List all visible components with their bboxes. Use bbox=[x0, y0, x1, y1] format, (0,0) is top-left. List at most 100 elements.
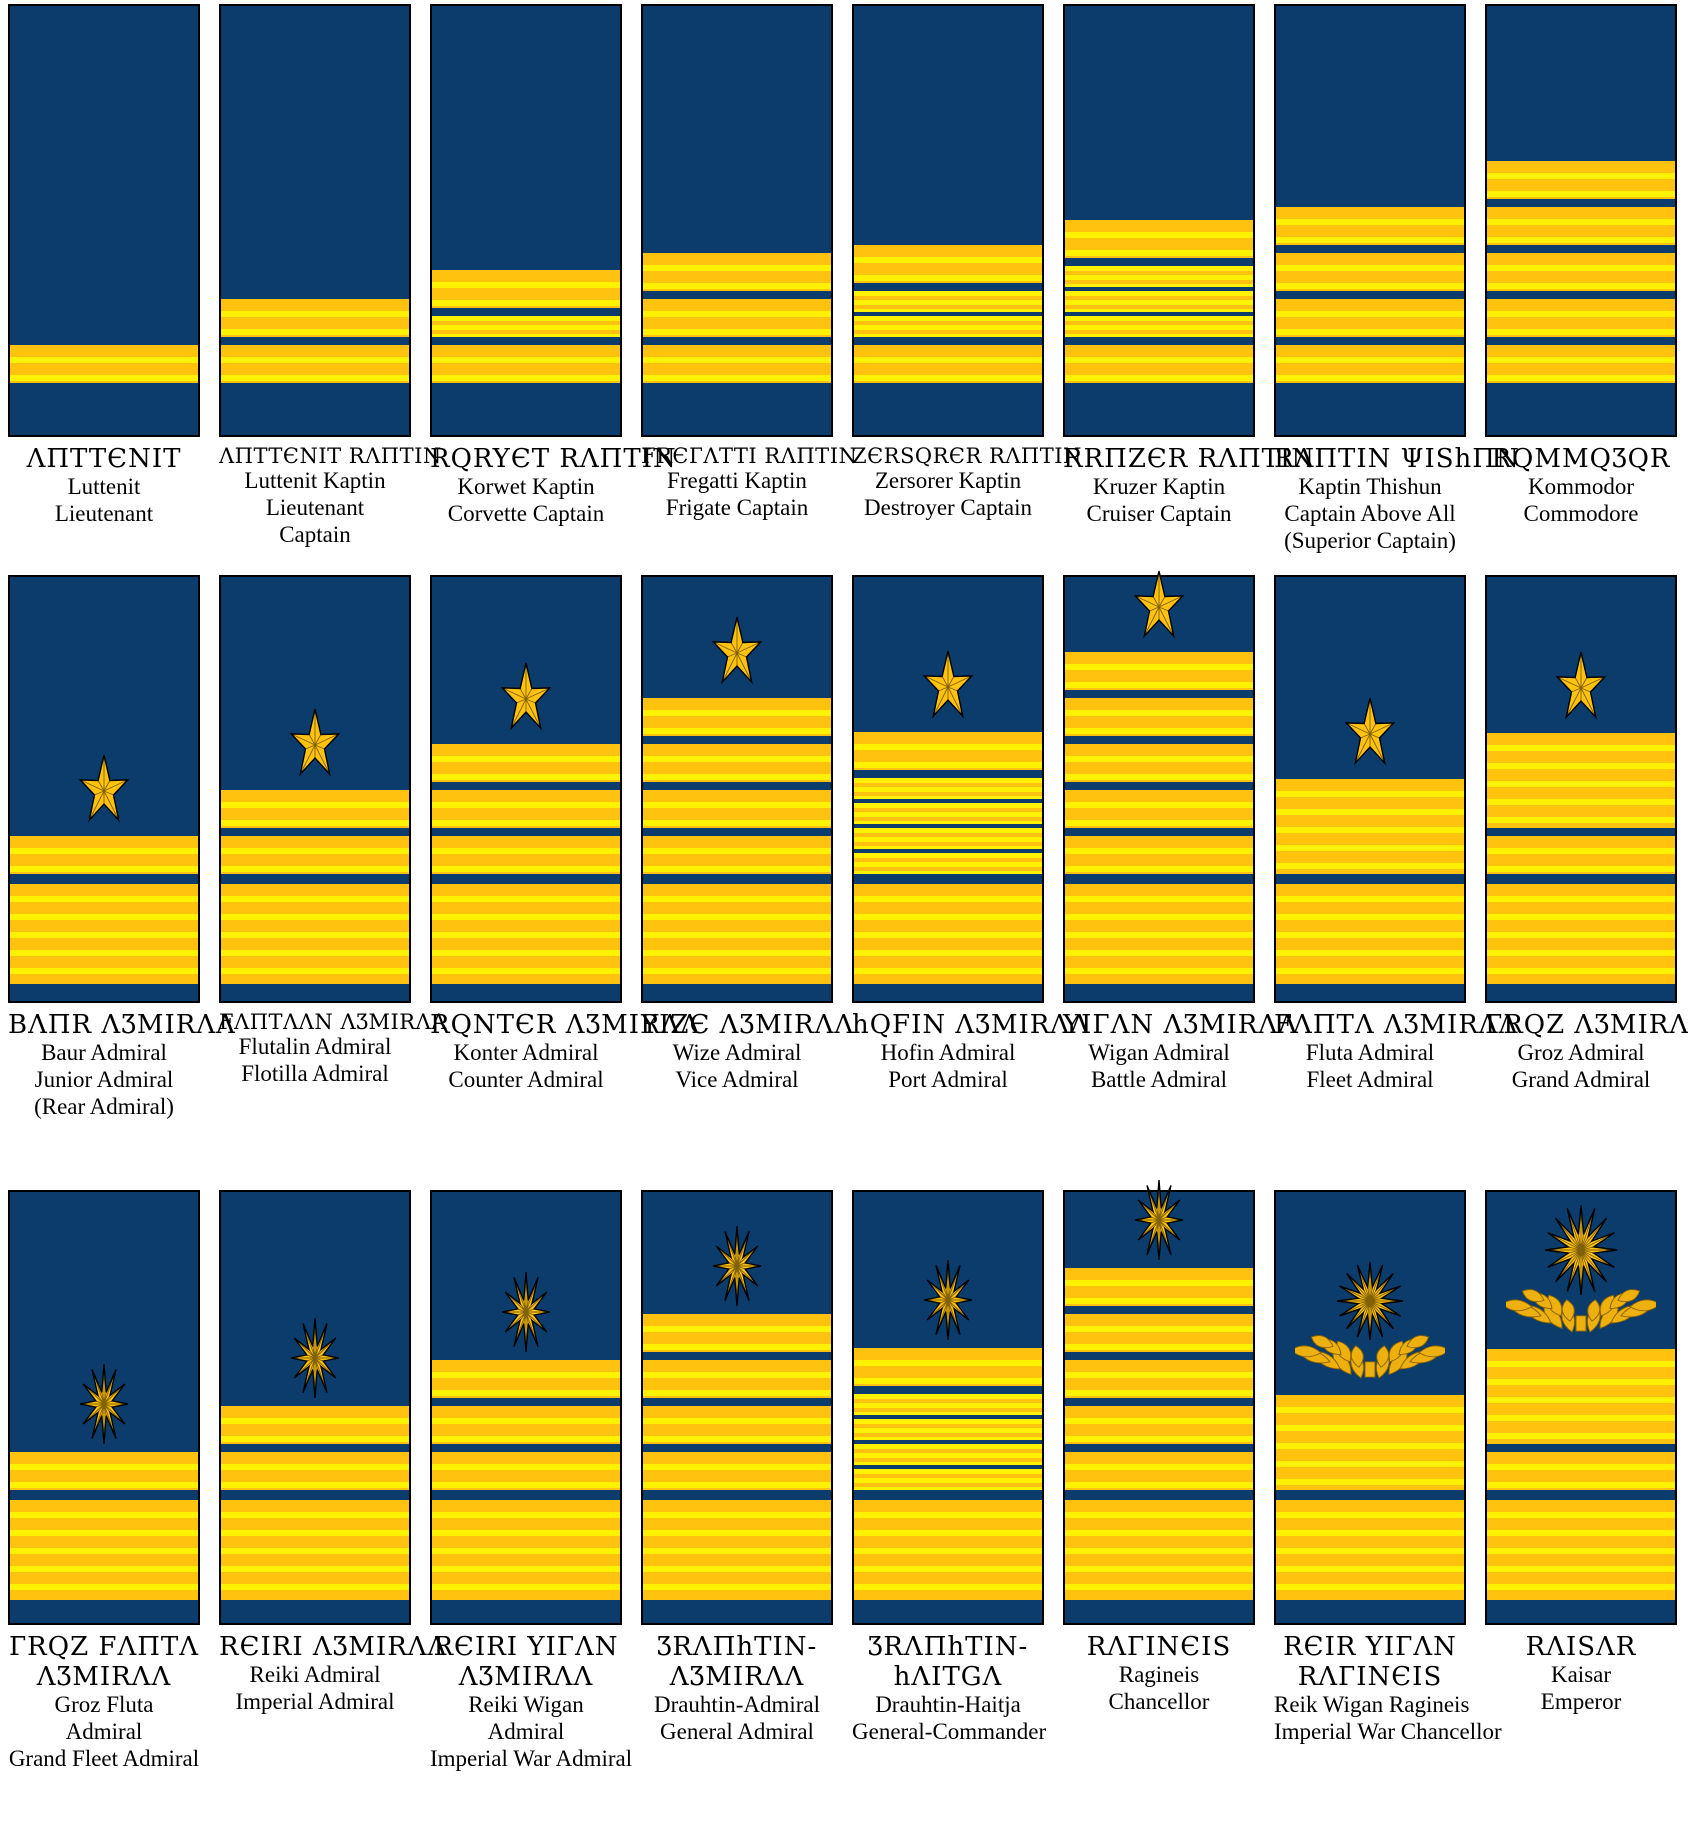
rank-name: Groz Fluta bbox=[54, 1692, 154, 1718]
stripe-stack bbox=[1276, 1395, 1464, 1600]
rank-panel bbox=[1485, 4, 1677, 437]
stripe-thick bbox=[1487, 1452, 1675, 1490]
twelve-point-sunburst-icon bbox=[710, 1224, 764, 1308]
rank-translation: Lieutenant bbox=[54, 500, 154, 526]
rank-name: Drauhtin-Admiral bbox=[653, 1692, 821, 1718]
rank-name: Zersorer Kaptin bbox=[874, 468, 1022, 494]
rank-script-name: RΛГINЄIS bbox=[1086, 1632, 1232, 1662]
rank-script-name: ΛƷMIRΛΛ bbox=[36, 1662, 172, 1693]
rank-name: Kaptin Thishun bbox=[1298, 474, 1442, 500]
rank-script-name: ΛƷMIRΛΛ bbox=[458, 1662, 594, 1693]
rank-labels: RQNTЄR ΛƷMIRΛΛ Konter Admiral Counter Admi… bbox=[430, 1003, 699, 1190]
stripe-thick bbox=[221, 790, 409, 828]
rank-panel bbox=[1063, 570, 1255, 1003]
rank-script-name: ƷRΛΠhTIN- bbox=[867, 1632, 1029, 1662]
base-stripe-block bbox=[1065, 884, 1253, 984]
base-stripe-block bbox=[1487, 1500, 1675, 1600]
rank-row-admiral-ranks: BΛΠR ΛƷMIRΛΛ Baur Admiral Junior Admiral (R… bbox=[0, 570, 1688, 1190]
rank-name: Wize Admiral bbox=[672, 1040, 802, 1066]
stripe-thick bbox=[1487, 253, 1675, 291]
stripe-stack bbox=[643, 253, 831, 383]
base-stripe-block bbox=[221, 1500, 409, 1600]
five-point-star-icon bbox=[498, 660, 554, 738]
rank-labels: ƷRΛΠhTIN-hΛITGΛ Drauhtin-Haitja General-Co… bbox=[852, 1625, 1046, 1833]
stripe-stack bbox=[1487, 1349, 1675, 1600]
rank-name: Wigan Admiral bbox=[1088, 1040, 1230, 1066]
rank-labels: FΛΠTΛΛN ΛƷMIRΛΛ Flutalin Admiral Flotilla … bbox=[219, 1003, 446, 1190]
rank-row-captain-ranks: ΛΠTTЄNIT Luttenit Lieutenant ΛΠTTЄNIT RΛΠTI… bbox=[0, 4, 1688, 575]
rank-wize-admiral: YIZЄ ΛƷMIRΛΛ Wize Admiral Vice Admiral bbox=[641, 575, 855, 1190]
rank-luttenit: ΛΠTTЄNIT Luttenit Lieutenant bbox=[8, 4, 200, 575]
stripe-block bbox=[1276, 779, 1464, 874]
stripe-thick bbox=[1276, 253, 1464, 291]
base-stripe-block bbox=[1487, 884, 1675, 984]
rank-labels: BΛΠR ΛƷMIRΛΛ Baur Admiral Junior Admiral (R… bbox=[8, 1003, 236, 1190]
stripe-stack bbox=[643, 1314, 831, 1600]
rank-translation: Captain bbox=[279, 521, 351, 547]
base-stripe-block bbox=[643, 884, 831, 984]
stripe-stack bbox=[1065, 220, 1253, 383]
rank-script-name: RΛГINЄIS bbox=[1297, 1662, 1443, 1693]
rank-name: Fluta Admiral bbox=[1305, 1040, 1435, 1066]
rank-script-name: YIZЄ ΛƷMIRΛΛ bbox=[641, 1010, 855, 1040]
rank-konter-admiral: RQNTЄR ΛƷMIRΛΛ Konter Admiral Counter Admi… bbox=[430, 575, 699, 1190]
stripe-block bbox=[1487, 733, 1675, 828]
rank-flutalin-admiral: FΛΠTΛΛN ΛƷMIRΛΛ Flutalin Admiral Flotilla … bbox=[219, 575, 446, 1190]
rank-labels: RЄIRI YIГΛN ΛƷMIRΛΛ Reiki Wigan Admiral Impe… bbox=[430, 1625, 632, 1833]
rank-panel bbox=[8, 575, 200, 1003]
rank-fregatti-kaptin: FRЄГΛTTI RΛΠTIN Fregatti Kaptin Frigate Ca… bbox=[641, 4, 858, 575]
stripe-thin bbox=[1065, 266, 1253, 287]
rank-name: Baur Admiral bbox=[41, 1040, 167, 1066]
rank-name: Kruzer Kaptin bbox=[1092, 474, 1226, 500]
rank-labels: RЄIRI ΛƷMIRΛΛ Reiki Admiral Imperial Admir… bbox=[219, 1625, 446, 1833]
stripe-thick bbox=[854, 345, 1042, 383]
stripe-stack bbox=[1065, 1268, 1253, 1600]
stripe-thin bbox=[854, 1469, 1042, 1490]
stripe-thick bbox=[432, 790, 620, 828]
base-stripe-block bbox=[10, 884, 198, 984]
stripe-thick bbox=[10, 836, 198, 874]
base-stripe-block bbox=[10, 1500, 198, 1600]
rank-script-name: RЄIRI YIГΛN bbox=[433, 1632, 619, 1662]
rank-panel bbox=[430, 1190, 622, 1625]
rank-script-name: RQMMQƷQR bbox=[1491, 444, 1671, 474]
rank-script-name: hΛITGΛ bbox=[893, 1662, 1003, 1693]
stripe-thick bbox=[1065, 698, 1253, 736]
rank-labels: ƷRΛΠhTIN- ΛƷMIRΛΛ Drauhtin-Admiral General … bbox=[641, 1625, 833, 1833]
rank-name: Luttenit bbox=[67, 474, 141, 500]
rank-script-name: BΛΠR ΛƷMIRΛΛ bbox=[8, 1010, 236, 1040]
rank-drauhtin-admiral: ƷRΛΠhTIN- ΛƷMIRΛΛ Drauhtin-Admiral General … bbox=[641, 1190, 833, 1833]
rank-script-name: FRЄГΛTTI RΛΠTIN bbox=[641, 444, 858, 468]
rank-translation: Port Admiral bbox=[888, 1066, 1008, 1092]
rank-zersorer-kaptin: ZЄRSQRЄR RΛΠTIN Zersorer Kaptin Destroyer … bbox=[852, 4, 1081, 575]
rank-labels: ZЄRSQRЄR RΛΠTIN Zersorer Kaptin Destroyer … bbox=[852, 437, 1081, 575]
stripe-thick bbox=[432, 744, 620, 782]
rank-korwet-kaptin: RQRYЄT RΛΠTIN Korwet Kaptin Corvette Capta… bbox=[430, 4, 676, 575]
rank-name: Groz Admiral bbox=[1517, 1040, 1645, 1066]
rank-labels: RQMMQƷQR Kommodor Commodore bbox=[1485, 437, 1677, 575]
rank-name: Ragineis bbox=[1118, 1662, 1200, 1688]
rank-translation: Emperor bbox=[1540, 1688, 1622, 1714]
rank-panel bbox=[852, 1190, 1044, 1625]
stripe-thick bbox=[432, 1452, 620, 1490]
rank-script-name: ΛƷMIRΛΛ bbox=[669, 1662, 805, 1693]
stripe-thick bbox=[432, 836, 620, 874]
rank-kommodor: RQMMQƷQR Kommodor Commodore bbox=[1485, 4, 1677, 575]
rank-wigan-admiral: YIГΛN ΛƷMIRΛΛ Wigan Admiral Battle Admiral bbox=[1063, 570, 1297, 1190]
stripe-thick bbox=[1065, 1360, 1253, 1398]
rank-hofin-admiral: hQFIN ΛƷMIRΛΛ Hofin Admiral Port Admiral bbox=[852, 575, 1089, 1190]
rank-translation: Captain Above All bbox=[1284, 500, 1456, 526]
rank-translation: Counter Admiral bbox=[448, 1066, 604, 1092]
rank-name: Korwet Kaptin bbox=[457, 474, 595, 500]
twelve-point-sunburst-icon bbox=[77, 1362, 131, 1446]
rank-kaisar: RΛISΛR Kaisar Emperor bbox=[1485, 1190, 1677, 1833]
rank-labels: RRΠZЄR RΛΠTIN Kruzer Kaptin Cruiser Captai… bbox=[1063, 437, 1314, 575]
stripe-stack bbox=[221, 790, 409, 984]
rank-groz-admiral: ГRQZ ΛƷMIRΛΛ Groz Admiral Grand Admiral bbox=[1485, 575, 1688, 1190]
rank-script-name: ГRQZ FΛΠTΛ bbox=[8, 1632, 200, 1662]
stripe-stack bbox=[10, 1452, 198, 1600]
rank-name: Reiki Admiral bbox=[249, 1662, 381, 1688]
stripe-thick bbox=[1276, 299, 1464, 337]
stripe-thick bbox=[221, 345, 409, 383]
rank-panel bbox=[1274, 575, 1466, 1003]
